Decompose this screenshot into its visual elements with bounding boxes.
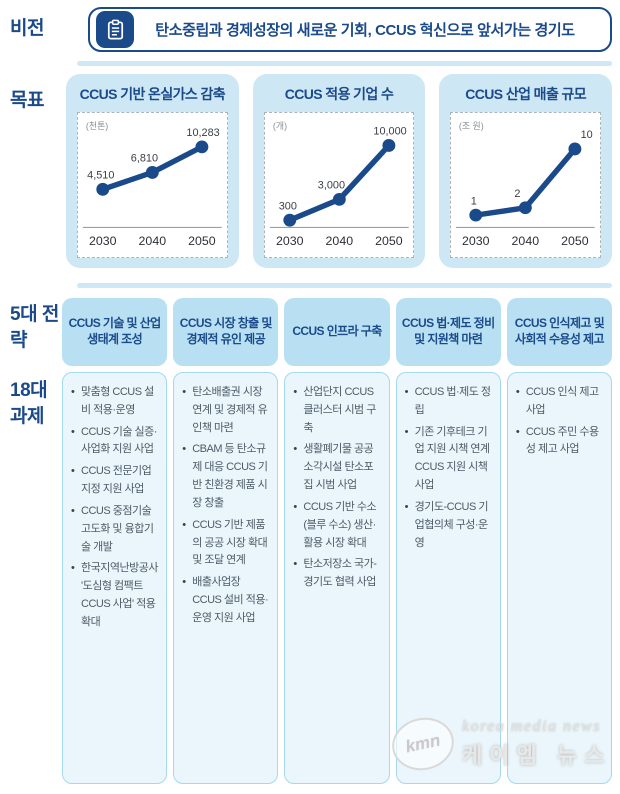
vision-statement: 탄소중립과 경제성장의 새로운 기회, CCUS 혁신으로 앞서가는 경기도 bbox=[155, 22, 575, 39]
task-item: 한국지역난방공사 '도심형 컴팩트 CCUS 사업' 적용 확대 bbox=[71, 560, 160, 631]
svg-text:2050: 2050 bbox=[561, 234, 589, 248]
task-item: 맞춤형 CCUS 설비 적용·운영 bbox=[71, 384, 160, 420]
line-chart-companies: (개) 300 3,000 10,000 2030 2040 2050 bbox=[263, 112, 415, 258]
task-item: CCUS 기반 제품의 공공 시장 확대 및 조달 연계 bbox=[182, 517, 271, 570]
svg-text:10,283: 10,283 bbox=[186, 127, 219, 139]
svg-text:10: 10 bbox=[581, 129, 593, 141]
task-item: CCUS 주민 수용성 제고 사업 bbox=[516, 424, 605, 460]
strategy-column: CCUS 인프라 구축 산업단지 CCUS 클러스터 시범 구축생활폐기물 공공… bbox=[284, 298, 390, 784]
strategy-header-5: CCUS 인식제고 및 사회적 수용성 제고 bbox=[506, 298, 613, 366]
strategy-header-2: CCUS 시장 창출 및 경제적 유인 제공 bbox=[173, 298, 279, 366]
strategy-header-4: CCUS 법·제도 정비 및 지원책 마련 bbox=[395, 298, 501, 366]
vision-pill: 탄소중립과 경제성장의 새로운 기회, CCUS 혁신으로 앞서가는 경기도 bbox=[88, 7, 612, 52]
strategy-column: CCUS 법·제도 정비 및 지원책 마련 CCUS 법·제도 정립기존 기후테… bbox=[395, 298, 501, 784]
task-item: 기존 기후테크 기업 지원 시책 연계 CCUS 지원 시책 사업 bbox=[405, 424, 494, 495]
clipboard-icon bbox=[96, 11, 134, 48]
task-item: CCUS 기술 실증·사업화 지원 사업 bbox=[71, 424, 160, 460]
strategy-task-box: 산업단지 CCUS 클러스터 시범 구축생활폐기물 공공소각시설 탄소포집 시범… bbox=[284, 372, 390, 784]
svg-text:10,000: 10,000 bbox=[373, 126, 406, 138]
goal-card-companies: CCUS 적용 기업 수 (개) 300 3,000 10,000 2030 2040 20… bbox=[252, 74, 426, 268]
task-item: CCUS 기반 수소(블루 수소) 생산·활용 시장 확대 bbox=[293, 499, 382, 552]
goals-label: 목표 bbox=[10, 90, 44, 111]
strategies-count-label: 5대 전략 bbox=[10, 304, 59, 351]
task-item: CCUS 인식 제고 사업 bbox=[516, 384, 605, 420]
svg-text:2040: 2040 bbox=[325, 234, 353, 248]
goal-card-revenue: CCUS 산업 매출 규모 (조 원) 1 2 10 2030 2040 2050 bbox=[439, 74, 613, 268]
line-chart-revenue: (조 원) 1 2 10 2030 2040 2050 bbox=[450, 112, 602, 258]
task-item: 배출사업장 CCUS 설비 적용·운영 지원 사업 bbox=[182, 574, 271, 627]
task-item: 탄소저장소 국가-경기도 협력 사업 bbox=[293, 556, 382, 592]
svg-text:2030: 2030 bbox=[89, 234, 117, 248]
task-list: CCUS 인식 제고 사업 CCUS 주민 수용성 제고 사업 bbox=[516, 384, 605, 459]
svg-text:300: 300 bbox=[278, 200, 296, 212]
svg-text:2040: 2040 bbox=[512, 234, 540, 248]
svg-text:4,510: 4,510 bbox=[87, 169, 114, 181]
svg-text:2: 2 bbox=[515, 188, 521, 200]
svg-text:2030: 2030 bbox=[276, 234, 304, 248]
goal-card-title: CCUS 산업 매출 규모 bbox=[465, 86, 587, 102]
strategy-task-box: CCUS 인식 제고 사업 CCUS 주민 수용성 제고 사업 bbox=[506, 372, 613, 784]
svg-text:3,000: 3,000 bbox=[317, 180, 344, 192]
strategy-header-1: CCUS 기술 및 산업 생태계 조성 bbox=[62, 298, 168, 366]
line-chart-emission: (천톤) 4,510 6,810 10,283 2030 2040 2050 bbox=[77, 112, 228, 258]
svg-text:6,810: 6,810 bbox=[131, 153, 158, 165]
strategy-task-box: CCUS 법·제도 정립기존 기후테크 기업 지원 시책 연계 CCUS 지원 … bbox=[395, 372, 501, 784]
svg-text:2050: 2050 bbox=[375, 234, 403, 248]
goal-card-title: CCUS 기반 온실가스 감축 bbox=[79, 86, 226, 102]
section-divider-top bbox=[77, 61, 612, 66]
vision-label: 비전 bbox=[10, 18, 44, 39]
strategy-header-3: CCUS 인프라 구축 bbox=[284, 298, 390, 366]
svg-text:(조 원): (조 원) bbox=[459, 121, 484, 131]
goal-card-emission: CCUS 기반 온실가스 감축 (천톤) 4,510 6,810 10,283 2030… bbox=[66, 74, 239, 268]
strategy-column: CCUS 시장 창출 및 경제적 유인 제공 탄소배출권 시장 연계 및 경제적… bbox=[173, 298, 279, 784]
strategy-column: CCUS 기술 및 산업 생태계 조성 맞춤형 CCUS 설비 적용·운영 CCU… bbox=[62, 298, 168, 784]
task-item: 경기도-CCUS 기업협의체 구성·운영 bbox=[405, 499, 494, 552]
svg-text:1: 1 bbox=[471, 195, 477, 207]
section-divider-middle bbox=[77, 283, 612, 288]
svg-text:(개): (개) bbox=[273, 121, 287, 131]
task-item: CCUS 법·제도 정립 bbox=[405, 384, 494, 420]
task-list: 산업단지 CCUS 클러스터 시범 구축생활폐기물 공공소각시설 탄소포집 시범… bbox=[293, 384, 382, 592]
task-item: CCUS 전문기업 지정 지원 사업 bbox=[71, 463, 160, 499]
svg-text:2050: 2050 bbox=[188, 234, 216, 248]
task-item: 탄소배출권 시장 연계 및 경제적 유인책 마련 bbox=[182, 384, 271, 437]
svg-text:2030: 2030 bbox=[462, 234, 490, 248]
goal-card-title: CCUS 적용 기업 수 bbox=[284, 86, 394, 102]
goal-cards: CCUS 기반 온실가스 감축 (천톤) 4,510 6,810 10,283 2030… bbox=[66, 74, 613, 268]
svg-text:2040: 2040 bbox=[139, 234, 167, 248]
task-list: CCUS 법·제도 정립기존 기후테크 기업 지원 시책 연계 CCUS 지원 … bbox=[405, 384, 494, 552]
tasks-count-label: 18대 과제 bbox=[10, 380, 48, 427]
strategy-column: CCUS 인식제고 및 사회적 수용성 제고 CCUS 인식 제고 사업CCUS… bbox=[506, 298, 613, 784]
task-item: CBAM 등 탄소규제 대응 CCUS 기반 친환경 제품 시장 창출 bbox=[182, 441, 271, 512]
strategy-task-box: 탄소배출권 시장 연계 및 경제적 유인책 마련CBAM 등 탄소규제 대응 C… bbox=[173, 372, 279, 784]
task-item: 산업단지 CCUS 클러스터 시범 구축 bbox=[293, 384, 382, 437]
svg-text:(천톤): (천톤) bbox=[86, 121, 108, 131]
task-item: CCUS 중점기술 고도화 및 융합기술 개발 bbox=[71, 503, 160, 556]
strategy-columns: CCUS 기술 및 산업 생태계 조성 맞춤형 CCUS 설비 적용·운영 CCU… bbox=[62, 298, 613, 784]
task-list: 탄소배출권 시장 연계 및 경제적 유인책 마련CBAM 등 탄소규제 대응 C… bbox=[182, 384, 271, 628]
task-item: 생활폐기물 공공소각시설 탄소포집 시범 사업 bbox=[293, 441, 382, 494]
